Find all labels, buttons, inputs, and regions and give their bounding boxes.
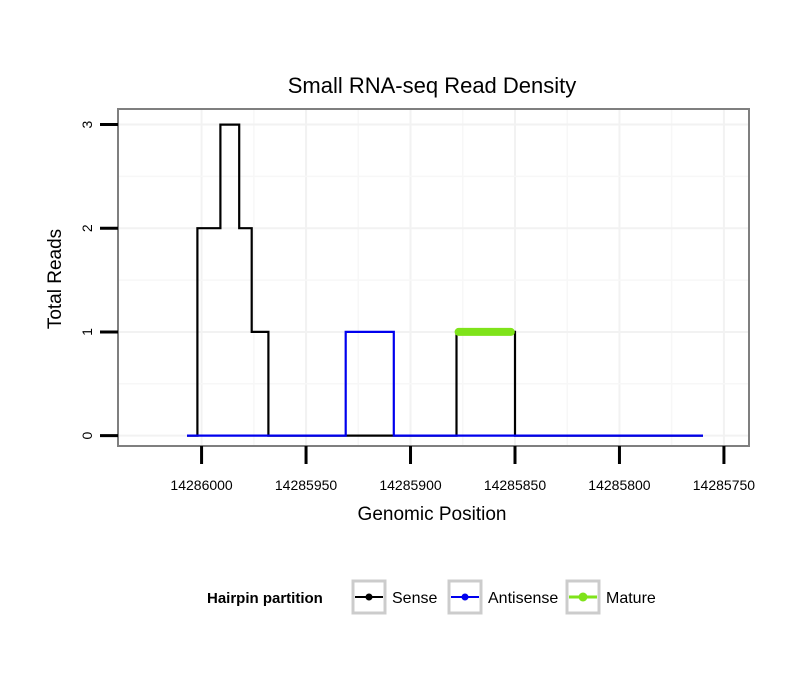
x-axis-title: Genomic Position (358, 504, 507, 525)
legend: Hairpin partition Sense Antisense Mature (207, 579, 656, 615)
x-tick-label: 14285750 (693, 477, 756, 493)
series-lines (187, 123, 703, 437)
chart-title: Small RNA-seq Read Density (288, 73, 577, 98)
legend-item-antisense: Antisense (447, 579, 558, 615)
y-axis-title: Total Reads (45, 229, 66, 329)
legend-label-sense: Sense (392, 590, 437, 607)
x-tick-label: 14285900 (379, 477, 442, 493)
x-tick-label: 14285800 (588, 477, 651, 493)
legend-key-point-mature (578, 592, 588, 602)
y-tick-label: 3 (79, 120, 95, 128)
legend-key-point-antisense (461, 593, 469, 601)
legend-item-mature: Mature (565, 579, 656, 615)
legend-title: Hairpin partition (207, 590, 323, 607)
grid (118, 109, 749, 446)
series-line-antisense (187, 330, 703, 437)
x-tick-label: 14285850 (484, 477, 547, 493)
y-tick-label: 1 (79, 328, 95, 336)
legend-label-mature: Mature (606, 590, 656, 607)
x-tick-label: 14286000 (170, 477, 233, 493)
y-tick-label: 2 (79, 224, 95, 232)
axis-ticks: 14286000 14285950 14285900 14285850 14285800… (79, 120, 755, 493)
y-tick-label: 0 (79, 432, 95, 440)
x-tick-label: 14285950 (275, 477, 338, 493)
plot-panel-border (117, 108, 750, 447)
legend-key-point-sense (365, 593, 373, 601)
legend-label-antisense: Antisense (488, 590, 558, 607)
legend-item-sense: Sense (351, 579, 437, 615)
